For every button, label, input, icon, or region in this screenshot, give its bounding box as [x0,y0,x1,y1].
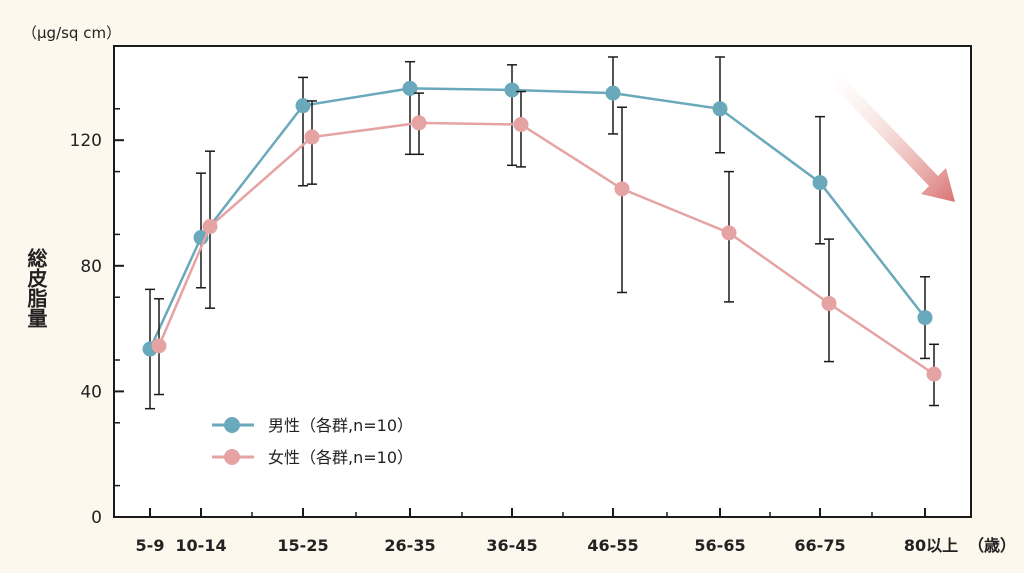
data-point [202,219,218,235]
y-tick-label: 0 [91,508,102,528]
data-point [504,82,520,98]
x-axis-unit: （歳） [968,536,1016,555]
unit-label: （μg/sq cm） [22,24,121,42]
trend-arrow-icon [828,66,955,202]
legend-label-male: 男性（各群,n=10） [268,416,413,435]
x-tick-label: 56-65 [694,536,745,555]
data-point [605,85,621,101]
x-tick-label: 26-35 [384,536,435,555]
data-point [926,366,942,382]
legend-label-female: 女性（各群,n=10） [268,448,413,467]
data-point [917,310,933,326]
y-tick-label: 80 [80,257,102,277]
x-tick-label: 10-14 [175,536,226,555]
plot-area [113,45,972,518]
legend-marker-female [224,449,240,465]
x-tick-label: 36-45 [486,536,537,555]
x-tick-label: 46-55 [587,536,638,555]
data-point [812,175,828,191]
data-point [513,117,529,132]
x-tick-label: 66-75 [794,536,845,555]
x-tick-label: 80以上 [904,536,958,555]
data-point [614,181,630,197]
data-point [295,98,311,114]
y-tick-label: 40 [80,382,102,402]
data-point [712,101,728,117]
data-point [402,80,418,96]
data-point [721,225,737,241]
y-tick-label: 120 [70,131,102,151]
x-tick-label: 5-9 [136,536,165,555]
data-point [304,129,320,145]
legend-marker-male [224,417,240,433]
data-point [821,295,837,311]
legend: 男性（各群,n=10） 女性（各群,n=10） [212,416,413,467]
y-axis-title: 総皮脂量 [24,247,48,328]
data-point [411,115,427,131]
data-point [151,338,167,354]
x-tick-label: 15-25 [277,536,328,555]
